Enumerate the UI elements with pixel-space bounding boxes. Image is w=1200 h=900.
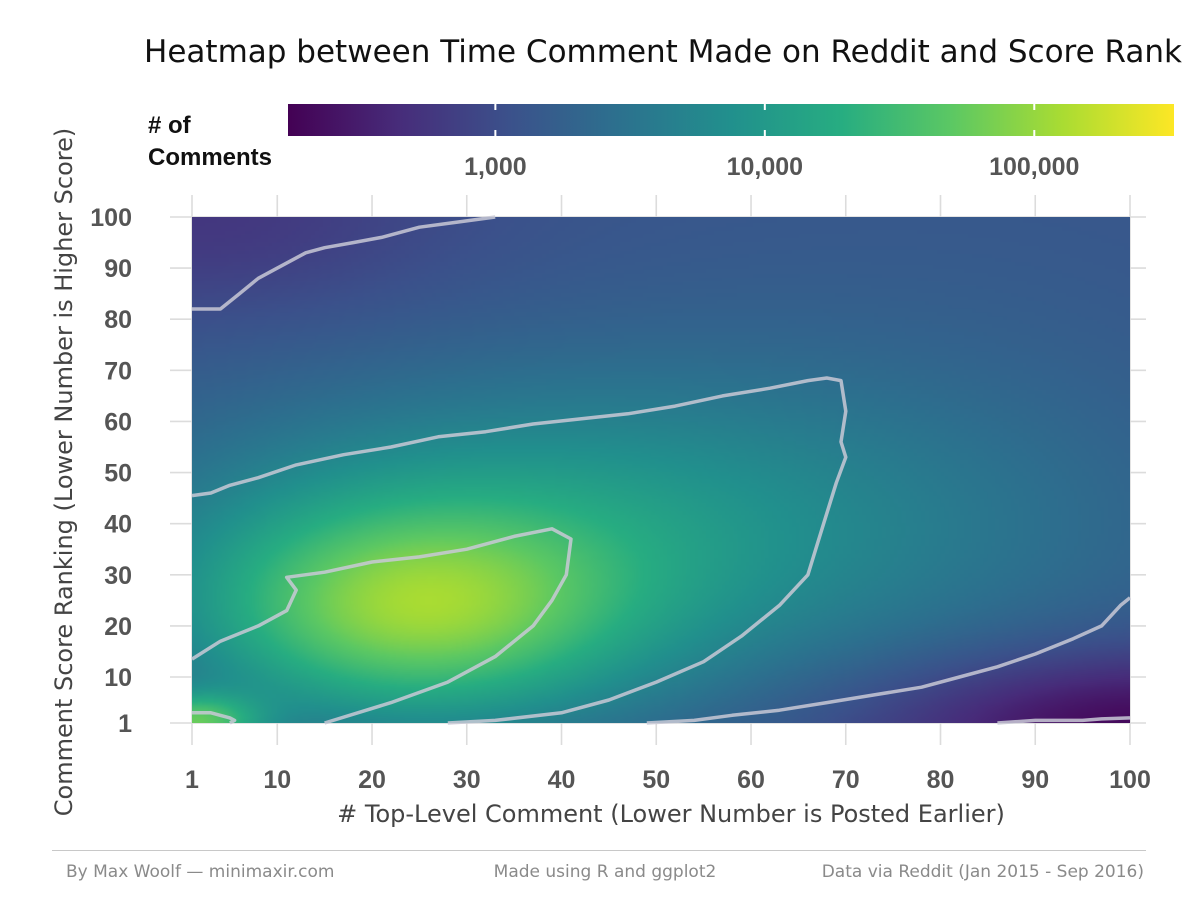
y-tick-label: 90 (104, 255, 132, 283)
legend-title: # of Comments (148, 110, 272, 174)
contour-outer-top (192, 215, 496, 311)
color-legend: 1,000 10,000 100,000 (288, 104, 1174, 181)
contour-lines (191, 215, 1132, 725)
legend-tick-label: 10,000 (727, 153, 803, 181)
contour-lower-right (997, 716, 1131, 725)
x-tick-label: 20 (358, 766, 386, 794)
y-tick-label: 50 (104, 460, 132, 488)
x-tick-label: 30 (453, 766, 481, 794)
legend-colorbar (288, 104, 1174, 136)
y-tick-label: 10 (104, 664, 132, 692)
y-tick-label: 40 (104, 511, 132, 539)
y-axis-title: Comment Score Ranking (Lower Number is H… (50, 128, 78, 817)
legend-tick-label: 1,000 (464, 153, 527, 181)
heatmap-surface (192, 217, 1130, 723)
footer-source: Data via Reddit (Jan 2015 - Sep 2016) (821, 862, 1144, 882)
x-tick-label: 60 (737, 766, 765, 794)
y-tick-label: 60 (104, 408, 132, 436)
legend-title-line1: # of (148, 112, 191, 139)
x-tick-label: 100 (1109, 766, 1151, 794)
footer-divider (52, 850, 1146, 851)
y-tick-label: 20 (104, 613, 132, 641)
contour-inner (191, 527, 573, 725)
legend-title-line2: Comments (148, 144, 273, 171)
heatmap-cells (192, 217, 1130, 723)
x-tick-label: 40 (548, 766, 576, 794)
x-axis-title: # Top-Level Comment (Lower Number is Pos… (337, 800, 1005, 828)
x-tick-label: 1 (185, 766, 199, 794)
x-tick-label: 90 (1021, 766, 1049, 794)
y-tick-label: 100 (90, 204, 132, 232)
y-tick-label: 1 (118, 710, 132, 738)
x-tick-label: 70 (832, 766, 860, 794)
x-tick-label: 50 (642, 766, 670, 794)
footer-tool: Made using R and ggplot2 (493, 862, 717, 882)
x-tick-label: 10 (263, 766, 291, 794)
x-tick-label: 80 (927, 766, 955, 794)
y-tick-label: 30 (104, 562, 132, 590)
contour-upper-band (191, 376, 848, 725)
contour-lower-band (646, 596, 1132, 725)
contour-peak (192, 711, 237, 725)
axis-ticks: 1 10 20 30 40 50 60 70 80 90 100110203040506070809… (90, 204, 1151, 794)
y-tick-label: 80 (104, 306, 132, 334)
chart-title: Heatmap between Time Comment Made on Red… (144, 34, 1182, 70)
y-tick-label: 70 (104, 357, 132, 385)
legend-tick-label: 100,000 (989, 153, 1079, 181)
footer-author: By Max Woolf — minimaxir.com (66, 862, 335, 882)
